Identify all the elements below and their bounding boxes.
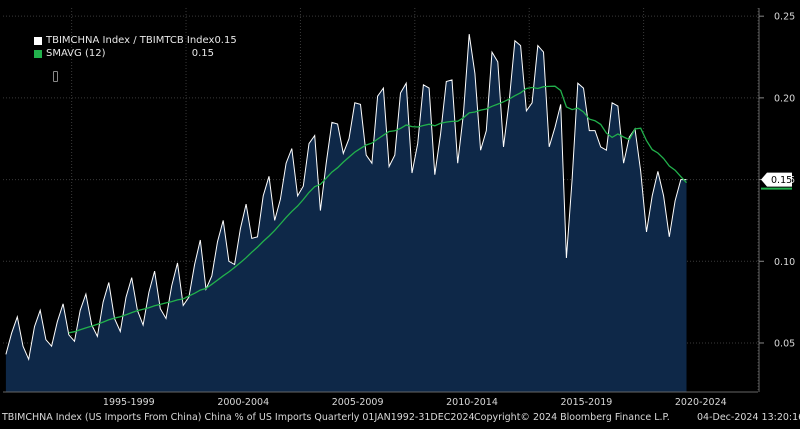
legend-swatch-smavg <box>34 49 42 58</box>
y-tick-label: 0.10 <box>774 257 795 268</box>
legend-value-ratio: 0.15 <box>214 35 237 46</box>
x-tick-label: 2005-2009 <box>332 397 384 408</box>
legend-label-smavg: SMAVG (12) <box>46 48 106 59</box>
last-value-badge <box>761 172 792 187</box>
y-tick-label: 0.05 <box>774 338 795 349</box>
x-tick-label: 2015-2019 <box>561 397 613 408</box>
footer-bar: TBIMCHNA Index (US Imports From China) C… <box>0 410 800 429</box>
y-tick-label: 0.20 <box>774 93 795 104</box>
x-tick-label: 2000-2004 <box>217 397 269 408</box>
legend-swatch-ratio <box>34 36 42 45</box>
footer-description: TBIMCHNA Index (US Imports From China) C… <box>2 412 475 423</box>
legend-entry-ratio[interactable]: TBIMCHNA Index / TBIMTCB Index 0.15 <box>26 34 237 47</box>
legend-value-smavg: 0.15 <box>191 48 214 59</box>
footer-copyright: Copyright© 2024 Bloomberg Finance L.P. <box>474 412 670 423</box>
last-value-label: 0.15 <box>771 175 792 186</box>
legend-drag-handle[interactable] <box>53 71 58 82</box>
x-tick-label: 2010-2014 <box>446 397 498 408</box>
x-tick-label: 1995-1999 <box>103 397 155 408</box>
ratio-series-line <box>5 34 687 362</box>
last-value-marker: 0.15 <box>761 172 792 190</box>
legend: TBIMCHNA Index / TBIMTCB Index 0.15 SMAV… <box>26 34 237 82</box>
legend-entry-smavg[interactable]: SMAVG (12) 0.15 <box>26 47 214 60</box>
smavg-series-line <box>68 85 687 334</box>
ratio-area-fill <box>5 34 687 392</box>
legend-label-ratio: TBIMCHNA Index / TBIMTCB Index <box>46 35 215 46</box>
x-axis: 1995-1999 2000-2004 2005-2009 2010-2014 2015… <box>3 391 758 408</box>
footer-timestamp: 04-Dec-2024 13:20:16 <box>697 412 800 423</box>
y-tick-label: 0.25 <box>774 12 795 23</box>
x-tick-label: 2020-2024 <box>675 397 727 408</box>
